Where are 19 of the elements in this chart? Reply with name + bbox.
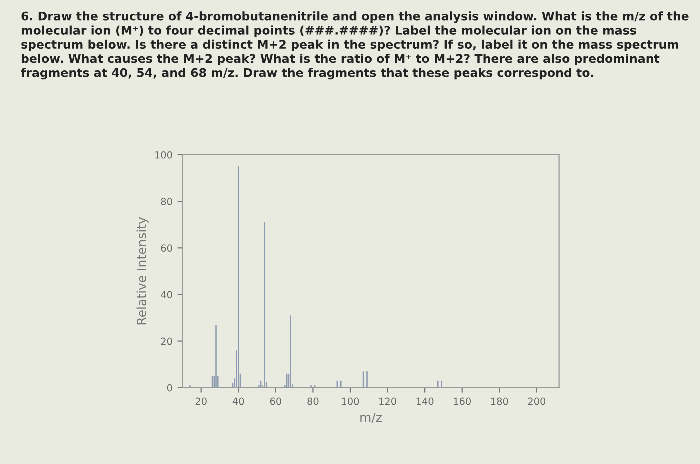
y-tick-label: 60 <box>161 244 172 252</box>
x-tick-label: 200 <box>528 398 546 406</box>
y-tick-label: 0 <box>167 384 172 392</box>
x-tick-label: 140 <box>416 398 434 406</box>
x-tick-label: 160 <box>454 398 471 406</box>
y-axis-title: Relative Intensity <box>136 217 149 325</box>
y-tick-label: 40 <box>161 291 172 299</box>
x-axis-title: m/z <box>360 412 382 424</box>
x-tick-label: 120 <box>380 398 396 406</box>
x-tick-label: 20 <box>196 398 207 406</box>
chart-title: 6. Draw the structure of 4-bromobutanenitrile and open the analysis window. What is the m/z of the molecular ion (M⁺) to four decimal points (###.####)? Label the molecular ion on the mass spectrum below. Is there a distinct M+2 peak in the spectrum? If so, label it on the mass spectrum below. What causes the M+2 peak? What is the ratio of M⁺ to M+2? There are also predominant fragments at 40, 54, and 68 m/z. Draw the fragments that these peaks correspond to. <box>21 12 689 80</box>
y-tick-label: 20 <box>161 338 172 346</box>
y-tick-label: 80 <box>161 198 172 206</box>
x-tick-label: 180 <box>491 398 508 406</box>
x-tick-label: 40 <box>232 398 244 406</box>
x-tick-label: 80 <box>308 398 319 406</box>
x-tick-label: 60 <box>270 398 282 406</box>
y-tick-label: 100 <box>155 151 172 159</box>
x-tick-label: 100 <box>342 398 360 406</box>
